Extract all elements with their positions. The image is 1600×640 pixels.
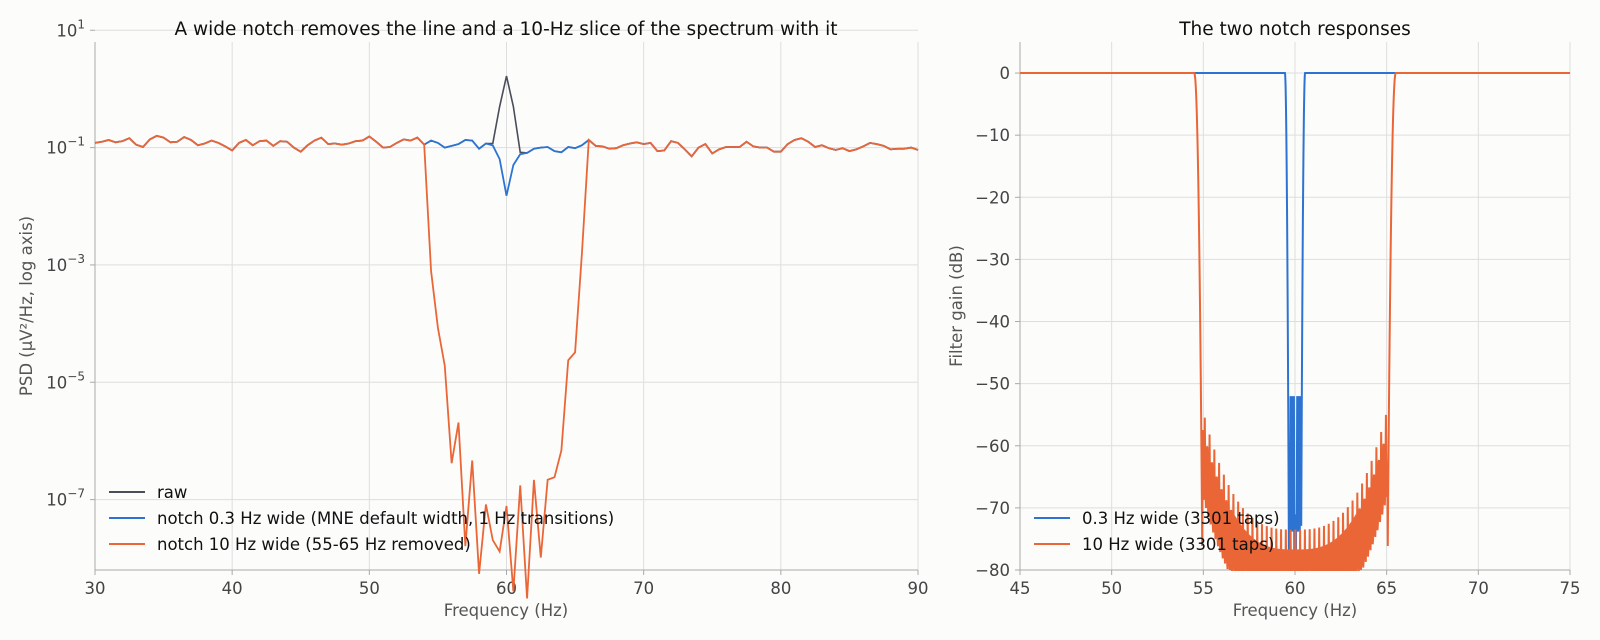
left-series-line-notch-10 [94,134,919,599]
left-x-tick-label: 90 [908,579,929,598]
right-y-tick-label: 0 [1000,64,1011,83]
right-x-tick-label: 45 [1010,579,1031,598]
left-y-axis-label: PSD (µV²/Hz, log axis) [17,216,36,396]
right-x-tick-label: 50 [1101,579,1122,598]
right-y-ticks: 0 −10 −20 −30 −40 −50 −60 −70 −80 [975,64,1020,580]
left-y-tick-label: 10−7 [46,487,85,510]
right-chart: 45 50 55 60 65 70 75 0 −10 −20 −30 −40 −50 −60 −70 −80… [947,19,1581,620]
right-x-axis-label: Frequency (Hz) [1233,601,1357,620]
right-x-tick-label: 65 [1376,579,1397,598]
right-x-tick-label: 70 [1468,579,1489,598]
legend-label-notch-0-3: notch 0.3 Hz wide (MNE default width, 1 … [157,509,614,528]
right-y-tick-label: −30 [975,250,1010,269]
left-y-ticks: 101 10−1 10−3 10−5 10−7 [46,17,95,510]
left-series-lines [94,75,919,599]
right-chart-title: The two notch responses [1178,19,1411,40]
left-y-tick-label: 10−1 [46,135,85,158]
left-x-tick-label: 30 [85,579,106,598]
legend-label-raw: raw [157,483,187,502]
left-x-tick-label: 80 [770,579,791,598]
left-x-tick-label: 60 [496,579,517,598]
right-x-tick-label: 75 [1560,579,1581,598]
right-y-tick-label: −70 [975,499,1010,518]
left-x-ticks: 30 40 50 60 70 80 90 [85,570,929,598]
left-gridlines [94,29,919,570]
right-y-tick-label: −20 [975,188,1010,207]
legend-label-0-3-hz: 0.3 Hz wide (3301 taps) [1082,509,1280,528]
left-x-tick-label: 40 [222,579,243,598]
legend-label-10-hz: 10 Hz wide (3301 taps) [1082,535,1274,554]
left-x-tick-label: 70 [633,579,654,598]
left-x-axis-label: Frequency (Hz) [444,601,568,620]
right-legend: 0.3 Hz wide (3301 taps) 10 Hz wide (3301… [1034,509,1280,554]
legend-label-notch-10: notch 10 Hz wide (55-65 Hz removed) [157,535,471,554]
right-x-tick-label: 55 [1193,579,1214,598]
left-y-tick-label: 101 [56,17,85,40]
right-x-ticks: 45 50 55 60 65 70 75 [1010,570,1581,598]
left-chart-title: A wide notch removes the line and a 10-H… [174,19,837,40]
left-x-tick-label: 50 [359,579,380,598]
right-y-axis-label: Filter gain (dB) [947,245,966,367]
right-series-line-10-hz [1020,72,1570,571]
right-y-tick-label: −50 [975,375,1010,394]
right-y-tick-label: −10 [975,126,1010,145]
left-y-tick-label: 10−5 [46,369,85,392]
left-chart: 30 40 50 60 70 80 90 101 10−1 10−3 10−5 10−7 A wid… [17,17,929,620]
left-legend: raw notch 0.3 Hz wide (MNE default width… [109,483,614,554]
right-y-tick-label: −60 [975,437,1010,456]
right-x-tick-label: 60 [1285,579,1306,598]
right-y-tick-label: −40 [975,313,1010,332]
right-series-lines [1020,72,1570,571]
left-y-tick-label: 10−3 [46,252,85,275]
right-y-tick-label: −80 [975,561,1010,580]
